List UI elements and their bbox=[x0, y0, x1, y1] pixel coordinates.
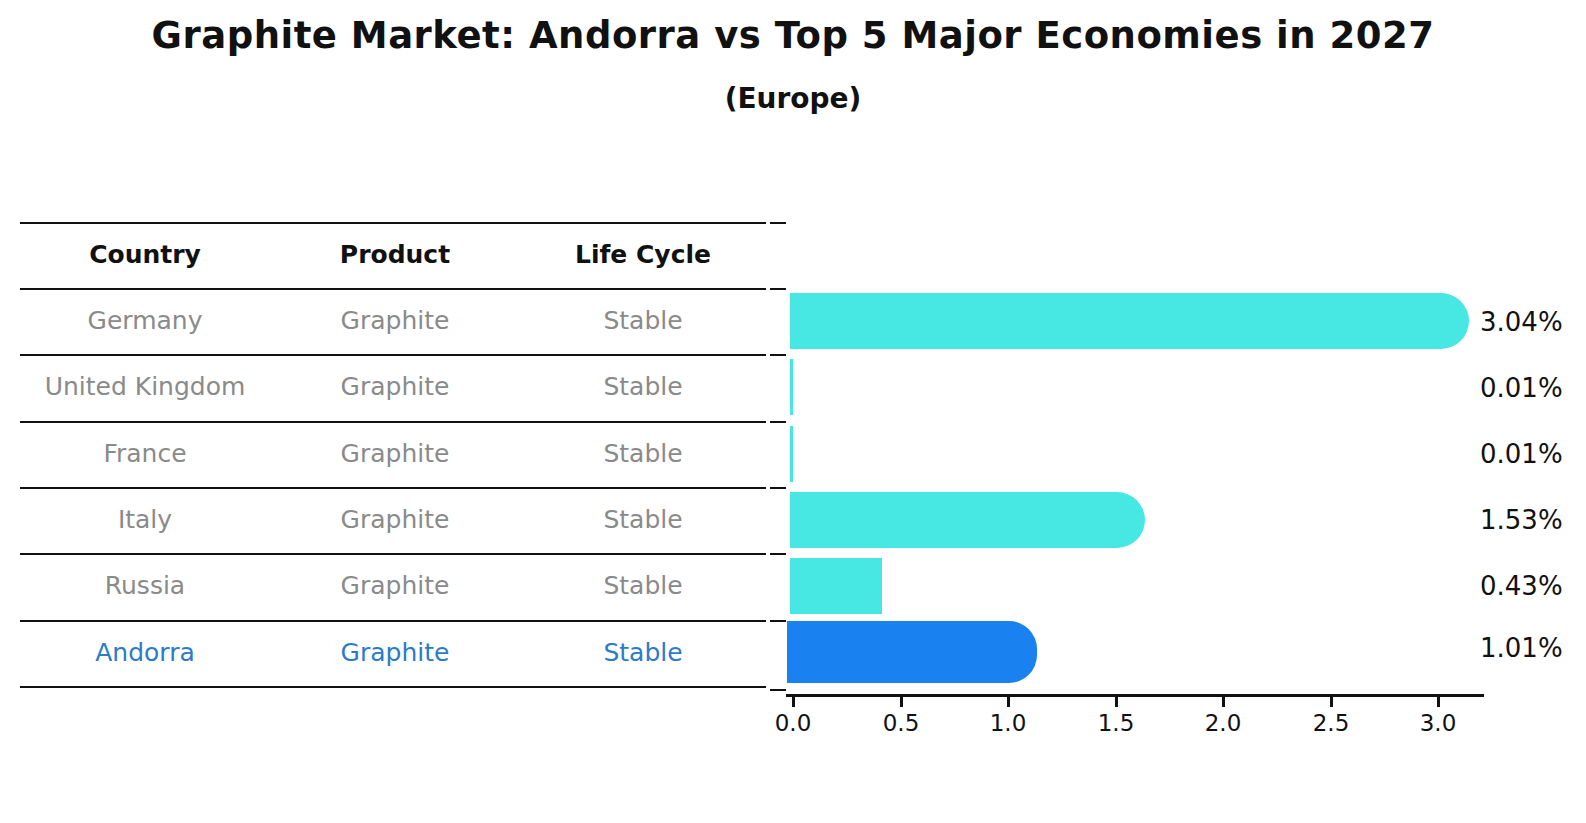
chart-title: Graphite Market: Andorra vs Top 5 Major … bbox=[0, 14, 1586, 57]
table-cell-product-andorra: Graphite bbox=[270, 620, 520, 686]
x-axis-tick bbox=[1222, 694, 1225, 707]
y-axis-tick bbox=[770, 288, 786, 290]
bar-united-kingdom bbox=[790, 359, 793, 415]
x-axis-tick bbox=[792, 694, 795, 707]
y-axis-tick bbox=[770, 689, 786, 691]
x-axis-tick-label: 0.0 bbox=[763, 710, 823, 736]
bar-italy bbox=[790, 492, 1145, 548]
table-cell-product: Graphite bbox=[270, 288, 520, 354]
x-axis-tick-label: 1.0 bbox=[978, 710, 1038, 736]
y-axis-tick bbox=[770, 487, 786, 489]
table-cell-country: Russia bbox=[20, 553, 270, 619]
figure: Graphite Market: Andorra vs Top 5 Major … bbox=[0, 0, 1586, 823]
table-header-product: Product bbox=[270, 222, 520, 288]
table-header-life-cycle: Life Cycle bbox=[520, 222, 766, 288]
y-axis-tick bbox=[770, 421, 786, 423]
table-cell-country-andorra: Andorra bbox=[20, 620, 270, 686]
y-axis-tick bbox=[770, 354, 786, 356]
value-label-france: 0.01% bbox=[1480, 436, 1586, 472]
bar-andorra bbox=[787, 621, 1037, 683]
value-label-italy: 1.53% bbox=[1480, 502, 1586, 538]
table-cell-product: Graphite bbox=[270, 354, 520, 420]
table-cell-product: Graphite bbox=[270, 487, 520, 553]
y-axis-tick bbox=[770, 222, 786, 224]
x-axis-tick bbox=[1007, 694, 1010, 707]
x-axis-tick-label: 1.5 bbox=[1086, 710, 1146, 736]
table-cell-life-cycle: Stable bbox=[520, 487, 766, 553]
table-cell-country: Germany bbox=[20, 288, 270, 354]
bar-germany bbox=[790, 293, 1469, 349]
table-rule bbox=[20, 686, 766, 688]
x-axis-line bbox=[786, 694, 1484, 697]
bar-france bbox=[790, 426, 793, 482]
table-cell-country: France bbox=[20, 421, 270, 487]
x-axis-tick bbox=[900, 694, 903, 707]
x-axis-tick-label: 3.0 bbox=[1408, 710, 1468, 736]
value-label-united-kingdom: 0.01% bbox=[1480, 370, 1586, 406]
x-axis-tick-label: 2.0 bbox=[1193, 710, 1253, 736]
table-header-country: Country bbox=[20, 222, 270, 288]
table-cell-product: Graphite bbox=[270, 421, 520, 487]
bar-russia bbox=[790, 558, 882, 614]
table-cell-life-cycle: Stable bbox=[520, 354, 766, 420]
value-label-andorra: 1.01% bbox=[1480, 630, 1586, 666]
x-axis-tick bbox=[1330, 694, 1333, 707]
x-axis-tick-label: 0.5 bbox=[871, 710, 931, 736]
table-cell-life-cycle: Stable bbox=[520, 553, 766, 619]
x-axis-tick bbox=[1115, 694, 1118, 707]
table-cell-country: United Kingdom bbox=[20, 354, 270, 420]
x-axis-tick bbox=[1437, 694, 1440, 707]
table-cell-product: Graphite bbox=[270, 553, 520, 619]
table-cell-life-cycle-andorra: Stable bbox=[520, 620, 766, 686]
x-axis-tick-label: 2.5 bbox=[1301, 710, 1361, 736]
y-axis-tick bbox=[770, 553, 786, 555]
chart-subtitle: (Europe) bbox=[0, 82, 1586, 115]
value-label-russia: 0.43% bbox=[1480, 568, 1586, 604]
table-cell-life-cycle: Stable bbox=[520, 288, 766, 354]
value-label-germany: 3.04% bbox=[1480, 304, 1586, 340]
y-axis-tick bbox=[770, 620, 786, 622]
table-cell-life-cycle: Stable bbox=[520, 421, 766, 487]
table-cell-country: Italy bbox=[20, 487, 270, 553]
